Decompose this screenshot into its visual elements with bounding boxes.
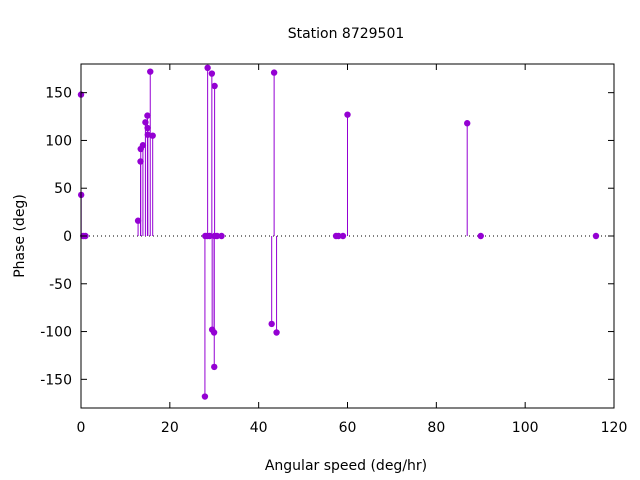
y-tick-label: -100 xyxy=(40,325,72,341)
x-axis-ticks: 0 20 40 60 80 100 120 xyxy=(77,64,628,436)
data-point xyxy=(477,232,484,240)
y-tick-label: 50 xyxy=(54,181,72,197)
x-tick-label: 60 xyxy=(339,420,357,436)
x-tick-label: 120 xyxy=(601,420,628,436)
data-point xyxy=(270,69,278,76)
data-point xyxy=(134,217,142,224)
data-point xyxy=(335,232,342,240)
data-point xyxy=(344,111,351,118)
data-point xyxy=(147,68,154,75)
x-tick-label: 80 xyxy=(427,420,445,436)
x-tick-label: 100 xyxy=(512,420,539,436)
impulse-layer xyxy=(80,67,468,397)
data-point xyxy=(204,64,211,72)
point-layer xyxy=(77,64,600,400)
x-axis-label: Angular speed (deg/hr) xyxy=(265,458,427,474)
data-point xyxy=(137,158,144,165)
data-point xyxy=(213,232,221,240)
y-tick-label: 150 xyxy=(45,86,72,102)
data-point xyxy=(218,232,225,240)
chart-title: Station 8729501 xyxy=(288,26,405,42)
data-point xyxy=(144,124,151,132)
data-point xyxy=(208,70,216,77)
data-point xyxy=(206,232,213,240)
y-axis-label: Phase (deg) xyxy=(12,194,28,278)
y-tick-label: -50 xyxy=(49,277,72,293)
x-tick-label: 20 xyxy=(161,420,179,436)
data-point xyxy=(211,82,218,90)
data-point xyxy=(210,329,218,336)
data-point xyxy=(139,142,147,149)
data-point xyxy=(339,232,347,240)
data-point xyxy=(592,232,600,240)
y-tick-label: 100 xyxy=(45,133,72,149)
data-point xyxy=(464,120,471,127)
data-point xyxy=(149,132,156,139)
data-point xyxy=(144,112,151,119)
y-tick-label: -150 xyxy=(40,372,72,388)
y-tick-label: 0 xyxy=(63,229,72,245)
x-tick-label: 40 xyxy=(250,420,268,436)
x-tick-label: 0 xyxy=(77,420,86,436)
data-point xyxy=(273,329,280,336)
data-point xyxy=(268,320,275,328)
data-point xyxy=(144,131,152,138)
data-point xyxy=(211,363,218,371)
data-point xyxy=(201,393,209,400)
data-point xyxy=(142,119,149,126)
y-axis-ticks: -150 -100 -50 0 50 100 150 xyxy=(40,86,614,388)
